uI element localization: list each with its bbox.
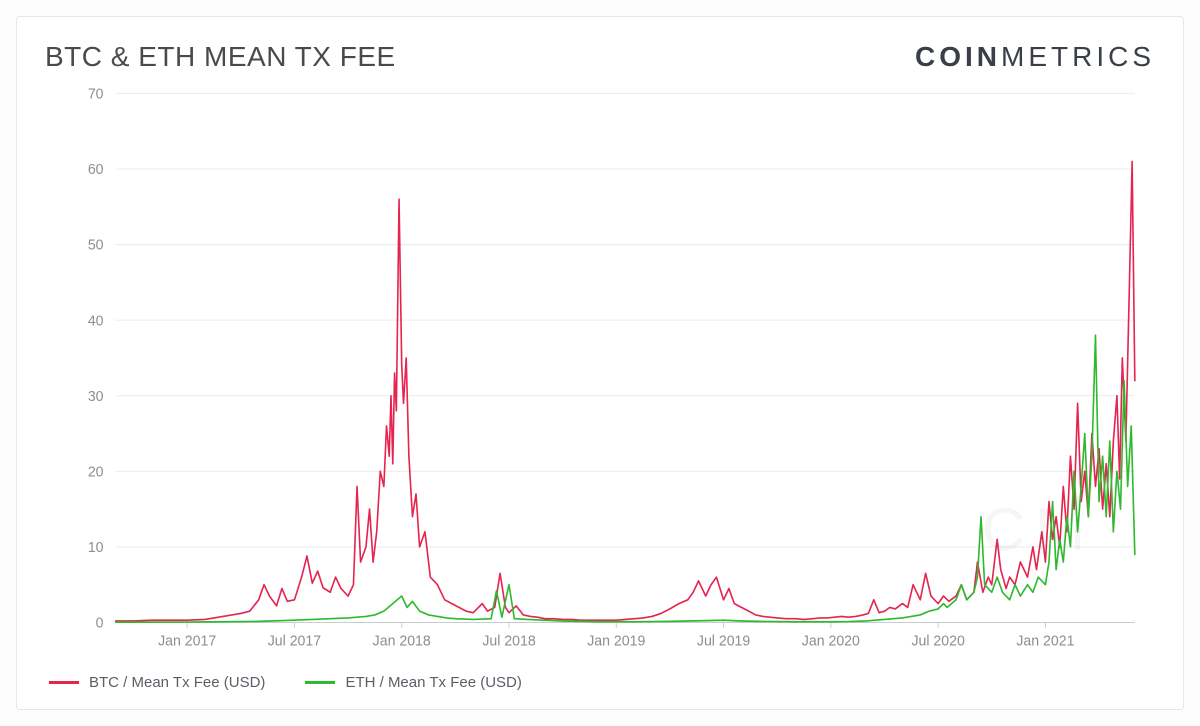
brand-logo: COINMETRICS — [915, 41, 1155, 73]
svg-text:30: 30 — [88, 389, 104, 405]
svg-text:Jan 2021: Jan 2021 — [1016, 633, 1074, 649]
chart-area: CM 010203040506070Jan 2017Jul 2017Jan 20… — [45, 83, 1155, 664]
svg-text:Jul 2019: Jul 2019 — [697, 633, 750, 649]
legend: BTC / Mean Tx Fee (USD) ETH / Mean Tx Fe… — [45, 674, 1155, 691]
svg-text:0: 0 — [96, 616, 104, 632]
header-row: BTC & ETH MEAN TX FEE COINMETRICS — [45, 41, 1155, 73]
svg-text:Jul 2018: Jul 2018 — [482, 633, 535, 649]
chart-card: BTC & ETH MEAN TX FEE COINMETRICS CM 010… — [16, 16, 1184, 710]
brand-bold: COIN — [915, 41, 1001, 72]
svg-text:Jan 2019: Jan 2019 — [587, 633, 645, 649]
svg-text:60: 60 — [88, 162, 104, 178]
chart-svg: 0 10 20 30 40 50 60 70 Jan 2017 Jul 2017 Jan 2018 J… — [45, 83, 1155, 664]
legend-swatch-btc — [49, 681, 79, 684]
svg-text:Jan 2018: Jan 2018 — [373, 633, 431, 649]
svg-text:70: 70 — [88, 86, 104, 102]
svg-text:40: 40 — [88, 313, 104, 329]
brand-light: METRICS — [1001, 41, 1155, 72]
svg-text:10: 10 — [88, 540, 104, 556]
legend-item-btc: BTC / Mean Tx Fee (USD) — [49, 674, 265, 691]
svg-text:50: 50 — [88, 238, 104, 254]
legend-label-eth: ETH / Mean Tx Fee (USD) — [345, 674, 521, 691]
svg-text:Jul 2020: Jul 2020 — [911, 633, 964, 649]
legend-label-btc: BTC / Mean Tx Fee (USD) — [89, 674, 265, 691]
legend-swatch-eth — [305, 681, 335, 684]
svg-text:20: 20 — [88, 464, 104, 480]
chart-title: BTC & ETH MEAN TX FEE — [45, 41, 396, 73]
svg-text:Jan 2017: Jan 2017 — [158, 633, 216, 649]
svg-text:Jan 2020: Jan 2020 — [802, 633, 860, 649]
legend-item-eth: ETH / Mean Tx Fee (USD) — [305, 674, 521, 691]
svg-text:Jul 2017: Jul 2017 — [268, 633, 321, 649]
